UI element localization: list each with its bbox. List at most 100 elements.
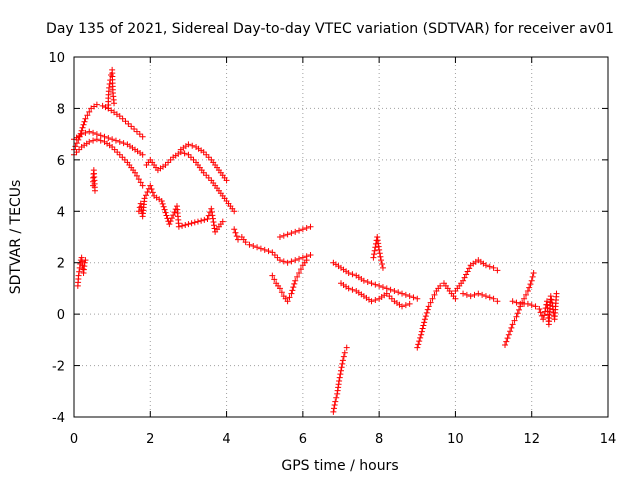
data-point bbox=[406, 300, 413, 307]
data-point bbox=[128, 123, 135, 130]
data-point bbox=[406, 293, 413, 300]
x-tick-label: 0 bbox=[70, 432, 78, 447]
data-point bbox=[516, 306, 522, 313]
data-point bbox=[81, 118, 88, 125]
data-point bbox=[482, 293, 489, 300]
y-tick-label: 6 bbox=[57, 154, 65, 169]
data-point bbox=[376, 246, 383, 253]
data-point bbox=[205, 154, 212, 161]
data-point bbox=[165, 159, 172, 166]
data-point bbox=[507, 328, 514, 335]
data-point bbox=[528, 302, 535, 309]
y-tick-label: 8 bbox=[57, 102, 65, 117]
data-point bbox=[191, 219, 198, 226]
data-point bbox=[504, 335, 511, 342]
data-point bbox=[522, 291, 529, 298]
series-hour-10-11-band bbox=[452, 257, 501, 294]
data-point bbox=[235, 236, 242, 243]
data-point bbox=[371, 251, 378, 258]
data-point bbox=[289, 287, 296, 294]
data-point bbox=[482, 262, 489, 269]
data-point bbox=[198, 217, 205, 224]
data-point bbox=[307, 252, 314, 258]
data-point bbox=[541, 312, 548, 319]
data-point bbox=[383, 290, 390, 297]
data-point bbox=[417, 334, 424, 341]
data-point bbox=[460, 290, 467, 297]
data-point bbox=[84, 112, 91, 119]
data-point bbox=[205, 174, 212, 181]
data-point bbox=[475, 290, 482, 297]
data-point bbox=[269, 249, 276, 256]
data-point bbox=[299, 254, 306, 261]
data-point bbox=[276, 257, 283, 264]
data-point bbox=[93, 101, 100, 108]
data-point bbox=[303, 257, 310, 264]
data-point bbox=[284, 298, 291, 305]
data-point bbox=[332, 398, 339, 405]
data-point bbox=[378, 257, 385, 264]
data-point bbox=[160, 203, 167, 210]
data-point bbox=[343, 344, 350, 351]
data-point bbox=[257, 245, 264, 252]
data-point bbox=[208, 205, 215, 212]
data-point bbox=[288, 258, 295, 265]
data-point bbox=[288, 290, 295, 297]
data-point bbox=[345, 285, 352, 292]
data-point bbox=[201, 216, 208, 223]
data-point bbox=[106, 81, 113, 87]
data-point bbox=[86, 108, 93, 115]
data-point bbox=[490, 295, 497, 302]
data-point bbox=[452, 295, 459, 302]
series-hour-7-9-band bbox=[330, 259, 421, 302]
series-drop-0.5h bbox=[90, 167, 98, 194]
y-tick-label: -4 bbox=[52, 411, 65, 426]
series-hour-7-9-lower bbox=[338, 280, 413, 310]
data-point bbox=[122, 118, 129, 125]
series-low-0.2h bbox=[74, 254, 89, 289]
data-point bbox=[181, 150, 188, 157]
data-point bbox=[175, 223, 182, 230]
data-point bbox=[423, 309, 430, 316]
data-point bbox=[486, 294, 493, 301]
data-point bbox=[296, 227, 303, 234]
data-point bbox=[271, 276, 278, 283]
data-point bbox=[91, 187, 98, 194]
data-point bbox=[529, 273, 536, 280]
series-spike-0.9h bbox=[105, 66, 118, 112]
data-point bbox=[147, 182, 154, 189]
y-tick-label: 10 bbox=[48, 51, 65, 66]
data-point bbox=[415, 341, 422, 348]
data-point bbox=[330, 408, 337, 415]
data-point bbox=[119, 154, 126, 161]
data-point bbox=[105, 135, 112, 141]
data-point bbox=[513, 313, 520, 320]
data-point bbox=[532, 303, 539, 310]
data-point bbox=[429, 295, 436, 302]
data-point bbox=[125, 120, 132, 127]
data-point bbox=[82, 129, 89, 136]
data-point bbox=[471, 291, 478, 298]
data-point bbox=[139, 133, 146, 140]
data-point bbox=[339, 360, 346, 367]
data-point bbox=[377, 253, 384, 260]
data-point bbox=[76, 146, 83, 153]
data-point bbox=[508, 324, 515, 331]
data-point bbox=[81, 259, 88, 266]
data-point bbox=[97, 137, 104, 144]
data-point bbox=[80, 121, 87, 128]
data-point bbox=[111, 100, 118, 107]
chart-title: Day 135 of 2021, Sidereal Day-to-day VTE… bbox=[46, 21, 614, 37]
data-point bbox=[166, 221, 173, 228]
data-point bbox=[75, 272, 82, 279]
data-point bbox=[553, 290, 560, 297]
data-point bbox=[307, 223, 314, 230]
data-point bbox=[246, 241, 253, 248]
data-point bbox=[223, 177, 230, 184]
x-tick-label: 10 bbox=[447, 432, 464, 447]
data-point bbox=[418, 328, 425, 335]
x-axis-label: GPS time / hours bbox=[281, 458, 398, 474]
data-point bbox=[410, 294, 417, 301]
data-point bbox=[78, 131, 85, 138]
data-point bbox=[421, 319, 428, 326]
